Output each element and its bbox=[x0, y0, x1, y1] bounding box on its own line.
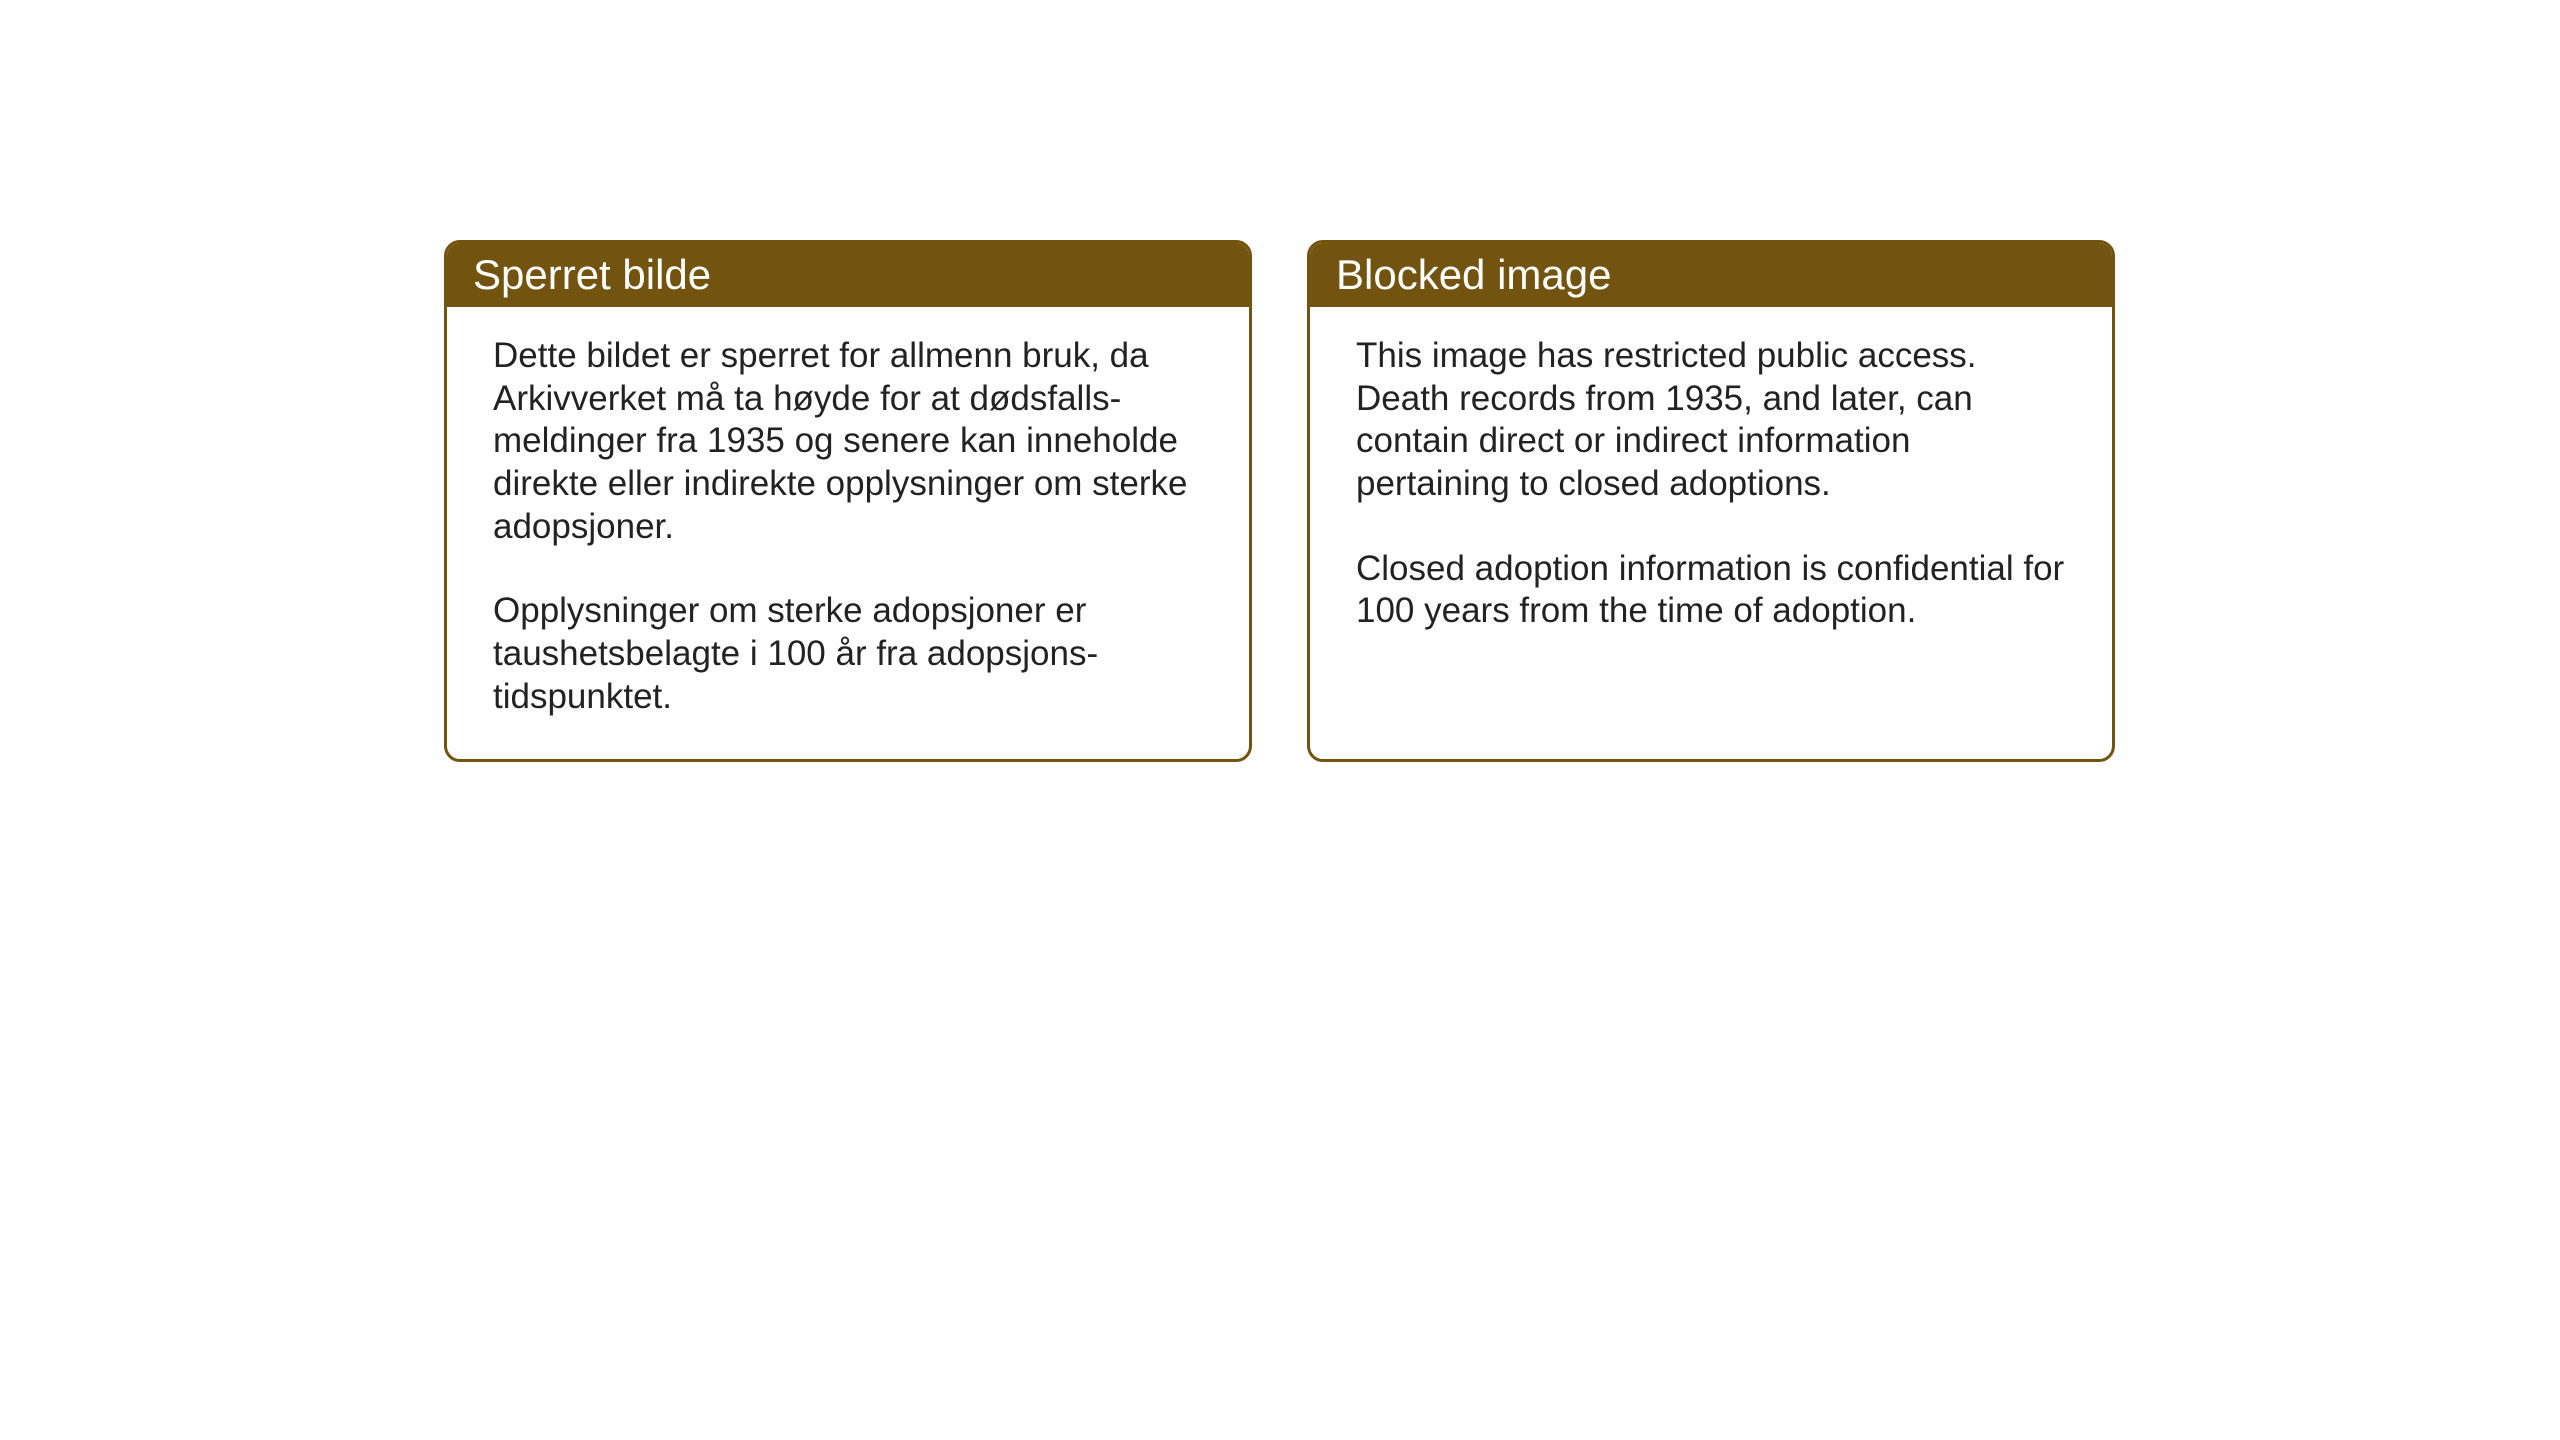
norwegian-card-body: Dette bildet er sperret for allmenn bruk… bbox=[447, 307, 1249, 759]
english-card-body: This image has restricted public access.… bbox=[1310, 307, 2112, 747]
norwegian-paragraph-1: Dette bildet er sperret for allmenn bruk… bbox=[493, 335, 1203, 548]
english-card: Blocked image This image has restricted … bbox=[1307, 240, 2115, 762]
notice-container: Sperret bilde Dette bildet er sperret fo… bbox=[444, 240, 2115, 762]
norwegian-card-title: Sperret bilde bbox=[473, 251, 711, 298]
norwegian-card-header: Sperret bilde bbox=[447, 243, 1249, 307]
english-paragraph-2: Closed adoption information is confident… bbox=[1356, 548, 2066, 633]
english-card-header: Blocked image bbox=[1310, 243, 2112, 307]
norwegian-card: Sperret bilde Dette bildet er sperret fo… bbox=[444, 240, 1252, 762]
english-paragraph-1: This image has restricted public access.… bbox=[1356, 335, 2066, 506]
english-card-title: Blocked image bbox=[1336, 251, 1611, 298]
norwegian-paragraph-2: Opplysninger om sterke adopsjoner er tau… bbox=[493, 590, 1203, 718]
